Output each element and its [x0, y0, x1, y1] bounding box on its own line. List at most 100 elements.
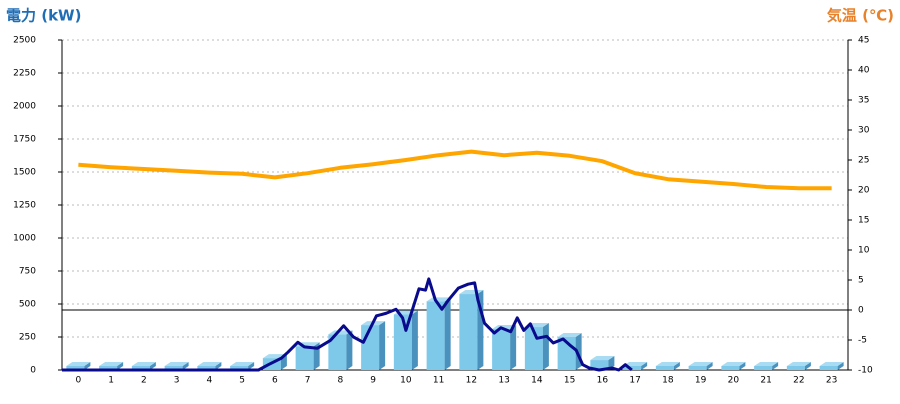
bar-side [346, 330, 353, 370]
bar-top [99, 362, 124, 366]
bar [131, 366, 150, 370]
bar-side [444, 297, 451, 370]
bar-side [379, 321, 386, 370]
bar-side [149, 362, 156, 370]
x-tick-label: 5 [239, 376, 245, 386]
bar [819, 366, 838, 370]
bar [66, 366, 85, 370]
x-tick-label: 19 [695, 376, 707, 386]
bar-side [510, 325, 517, 370]
bar [754, 366, 773, 370]
y2-axis-title: 気温 (℃) [827, 7, 894, 25]
line [78, 149, 832, 191]
bar [328, 334, 347, 370]
y2-tick-label: 30 [858, 126, 870, 136]
bar [459, 294, 478, 370]
y2-tick-label: 15 [858, 216, 869, 226]
x-tick-label: 9 [370, 376, 376, 386]
x-tick-label: 0 [76, 376, 82, 386]
x-tick-label: 2 [141, 376, 147, 386]
y-tick-label: 500 [19, 300, 36, 310]
x-tick-label: 18 [662, 376, 674, 386]
y-tick-label: 2000 [13, 102, 36, 112]
y-tick-label: 0 [30, 366, 36, 376]
bar-top [786, 362, 811, 366]
y-tick-label: 2500 [13, 36, 36, 46]
bar-top [754, 362, 779, 366]
x-tick-label: 20 [728, 376, 740, 386]
bar-side [411, 310, 418, 370]
bar [688, 366, 707, 370]
bar-side [182, 362, 189, 370]
bar-top [164, 362, 189, 366]
bar-side [772, 362, 779, 370]
bar-side [248, 362, 255, 370]
bar-top [426, 297, 451, 302]
bar-top [328, 330, 353, 335]
bar [295, 346, 314, 370]
y-tick-label: 2250 [13, 69, 36, 79]
x-tick-label: 6 [272, 376, 278, 386]
bar-side [542, 323, 549, 370]
y-tick-label: 250 [19, 333, 36, 343]
y2-tick-label: 35 [858, 96, 869, 106]
x-tick-label: 21 [760, 376, 771, 386]
x-tick-label: 7 [305, 376, 311, 386]
y2-tick-label: 5 [858, 276, 864, 286]
bar-side [117, 362, 124, 370]
x-tick-label: 1 [108, 376, 114, 386]
y-tick-label: 1000 [13, 234, 36, 244]
bar [230, 366, 249, 370]
x-tick-label: 13 [498, 376, 509, 386]
x-tick-label: 15 [564, 376, 575, 386]
y-tick-label: 750 [19, 267, 36, 277]
x-tick-label: 16 [597, 376, 609, 386]
x-tick-label: 14 [531, 376, 543, 386]
x-tick-label: 22 [793, 376, 804, 386]
bar-top [66, 362, 91, 366]
bar-top [623, 362, 648, 366]
bar-top [721, 362, 746, 366]
bar [655, 366, 674, 370]
x-tick-label: 3 [174, 376, 180, 386]
bar-side [837, 362, 844, 370]
y-tick-label: 1250 [13, 201, 36, 211]
bar [426, 301, 445, 370]
bar-side [804, 362, 811, 370]
x-tick-label: 17 [629, 376, 640, 386]
bar-top [197, 362, 222, 366]
y-axis-title: 電力 (kW) [6, 7, 81, 25]
bar [492, 329, 511, 370]
line [62, 277, 633, 372]
bar-top [131, 362, 156, 366]
y2-tick-label: 25 [858, 156, 869, 166]
y2-tick-label: -10 [858, 366, 873, 376]
x-tick-label: 10 [400, 376, 412, 386]
bar [590, 360, 609, 370]
bar [786, 366, 805, 370]
x-tick-label: 23 [826, 376, 837, 386]
bar-side [706, 362, 713, 370]
bar-side [608, 356, 615, 370]
bar-top [557, 332, 582, 337]
y-tick-label: 1750 [13, 135, 36, 145]
bar-top [655, 362, 680, 366]
bar-top [819, 362, 844, 366]
bar-side [215, 362, 222, 370]
bar-top [590, 356, 615, 361]
y2-tick-label: 20 [858, 186, 870, 196]
bar [623, 366, 642, 370]
bar-side [641, 362, 648, 370]
bar [99, 366, 118, 370]
bar [197, 366, 216, 370]
x-tick-label: 11 [433, 376, 444, 386]
y2-tick-label: 0 [858, 306, 864, 316]
bar-top [230, 362, 255, 366]
bar-top [688, 362, 713, 366]
bar [721, 366, 740, 370]
x-tick-label: 8 [338, 376, 344, 386]
x-tick-label: 4 [207, 376, 213, 386]
bar-side [673, 362, 680, 370]
y-tick-label: 1500 [13, 168, 36, 178]
